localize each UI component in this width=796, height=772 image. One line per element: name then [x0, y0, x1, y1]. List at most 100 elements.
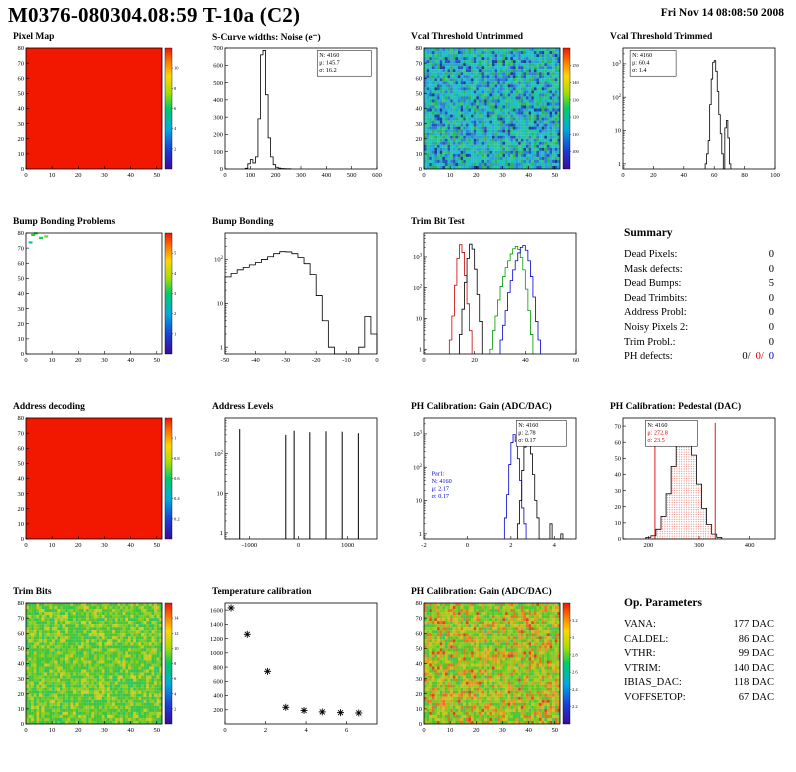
- svg-text:σ: 0.17: σ: 0.17: [518, 437, 535, 444]
- summary-value: 0: [768, 263, 774, 275]
- svg-text:0: 0: [24, 357, 27, 364]
- summary-row-mask-defects: Mask defects: 0: [624, 263, 774, 278]
- svg-text:40: 40: [522, 357, 529, 364]
- svg-text:-50: -50: [221, 357, 230, 364]
- svg-text:μ: 2.17: μ: 2.17: [432, 486, 449, 493]
- op-value: 140 DAC: [733, 662, 774, 674]
- summary-label: Trim Probl.:: [624, 336, 676, 348]
- svg-text:600: 600: [213, 678, 223, 685]
- svg-text:20: 20: [18, 691, 25, 698]
- svg-text:50: 50: [615, 456, 622, 463]
- svg-text:40: 40: [127, 172, 134, 179]
- svg-text:6: 6: [345, 727, 349, 734]
- plot-title-pixel-map: Pixel Map: [13, 32, 55, 42]
- svg-text:200: 200: [271, 172, 281, 179]
- svg-text:8: 8: [174, 661, 177, 666]
- ph-defects-red: 0/: [755, 351, 764, 363]
- svg-text:20: 20: [75, 172, 82, 179]
- svg-text:3: 3: [174, 291, 177, 296]
- svg-text:0: 0: [21, 536, 24, 543]
- svg-text:70: 70: [18, 430, 25, 437]
- svg-text:0: 0: [24, 172, 27, 179]
- plot-title-bump-bonding-problems: Bump Bonding Problems: [13, 217, 116, 227]
- svg-text:-30: -30: [281, 357, 290, 364]
- svg-text:30: 30: [416, 121, 423, 128]
- svg-text:2: 2: [509, 542, 512, 549]
- svg-text:100: 100: [770, 172, 780, 179]
- svg-text:1: 1: [419, 346, 422, 353]
- op-value: 86 DAC: [738, 633, 774, 645]
- svg-text:1400: 1400: [210, 622, 223, 629]
- report-header: M0376-080304.08:59 T-10a (C2) Fri Nov 14…: [0, 0, 796, 30]
- svg-text:30: 30: [615, 488, 622, 495]
- svg-text:60: 60: [18, 75, 25, 82]
- page-title: M0376-080304.08:59 T-10a (C2): [8, 3, 301, 27]
- op-label: CALDEL:: [624, 633, 669, 645]
- op-label: VANA:: [624, 619, 656, 630]
- svg-text:40: 40: [18, 291, 25, 298]
- svg-text:30: 30: [18, 306, 25, 313]
- summary-label: PH defects:: [624, 351, 673, 363]
- svg-text:0: 0: [466, 542, 469, 549]
- svg-text:50: 50: [18, 461, 25, 468]
- summary-label: Mask defects:: [624, 263, 683, 275]
- ph-defects-black: 0/: [742, 351, 751, 363]
- op-label: IBIAS_DAC:: [624, 677, 682, 689]
- svg-text:102: 102: [413, 464, 423, 472]
- svg-text:0.8: 0.8: [174, 456, 180, 461]
- plot-title-trim-bit-test: Trim Bit Test: [411, 217, 465, 227]
- svg-text:80: 80: [18, 415, 25, 422]
- op-row-vthr: VTHR: 99 DAC: [624, 647, 774, 662]
- svg-text:103: 103: [612, 60, 622, 68]
- svg-text:40: 40: [127, 542, 134, 549]
- svg-text:40: 40: [127, 727, 134, 734]
- plot-title-trim-bits-map: Trim Bits: [13, 587, 52, 597]
- svg-text:20: 20: [416, 136, 423, 143]
- svg-text:2: 2: [174, 706, 176, 711]
- svg-text:0: 0: [220, 166, 223, 173]
- svg-text:0.4: 0.4: [174, 496, 180, 501]
- summary-value: 0: [768, 249, 774, 260]
- op-row-vtrim: VTRIM: 140 DAC: [624, 662, 774, 677]
- svg-text:70: 70: [18, 615, 25, 622]
- svg-text:10: 10: [416, 151, 423, 158]
- svg-text:300: 300: [296, 172, 306, 179]
- plot-grid: Pixel Map 0 10 20 30 40 50 0 10 20 30 40 50 60 70 80 2 4…: [0, 30, 796, 770]
- svg-text:80: 80: [741, 172, 748, 179]
- op-parameters-panel: Op. Parameters VANA: 177 DAC CALDEL: 86 …: [597, 585, 796, 770]
- svg-text:50: 50: [416, 91, 423, 98]
- op-parameters-title: Op. Parameters: [624, 597, 702, 609]
- svg-text:1: 1: [174, 436, 176, 441]
- cell-address-levels: Address Levels -1000 0 1000 1 10 102: [199, 400, 398, 585]
- svg-text:60: 60: [18, 260, 25, 267]
- svg-text:80: 80: [416, 45, 423, 52]
- bump-bonding-problems-chart: 0 10 20 30 40 50 0 10 20 30 40 50 60 70 80 1 2 3 4 5: [18, 230, 178, 364]
- svg-text:103: 103: [413, 430, 423, 438]
- svg-text:20: 20: [650, 172, 657, 179]
- svg-text:50: 50: [18, 91, 25, 98]
- svg-text:4: 4: [304, 727, 308, 734]
- svg-text:500: 500: [213, 80, 223, 87]
- svg-text:10: 10: [49, 172, 56, 179]
- svg-text:30: 30: [18, 676, 25, 683]
- svg-text:14: 14: [174, 616, 179, 621]
- svg-text:0: 0: [297, 542, 300, 549]
- plot-title-bump-bonding: Bump Bonding: [212, 217, 274, 227]
- svg-text:0.6: 0.6: [174, 476, 180, 481]
- svg-text:10: 10: [416, 498, 423, 505]
- cell-vcal-trimmed: Vcal Threshold Trimmed 0 20 40 60 80 100 1 10 10…: [597, 30, 796, 215]
- svg-text:10: 10: [416, 316, 423, 323]
- summary-label: Address Probl:: [624, 307, 687, 319]
- summary-panel: Summary Dead Pixels: 0 Mask defects: 0 D…: [597, 215, 796, 400]
- svg-text:50: 50: [154, 357, 161, 364]
- summary-value: 0: [768, 307, 774, 319]
- svg-text:30: 30: [499, 172, 506, 179]
- cell-vcal-untrimmed: Vcal Threshold Untrimmed 0 10 20 30 40 50 0 10 2…: [398, 30, 597, 215]
- svg-text:10: 10: [49, 357, 56, 364]
- cell-ph-gain-hist: PH Calibration: Gain (ADC/DAC) -2 0 2 4 1 10 1…: [398, 400, 597, 585]
- svg-text:20: 20: [473, 172, 480, 179]
- svg-text:6: 6: [174, 676, 177, 681]
- op-row-voffsetop: VOFFSETOP: 67 DAC: [624, 691, 774, 706]
- svg-text:30: 30: [18, 491, 25, 498]
